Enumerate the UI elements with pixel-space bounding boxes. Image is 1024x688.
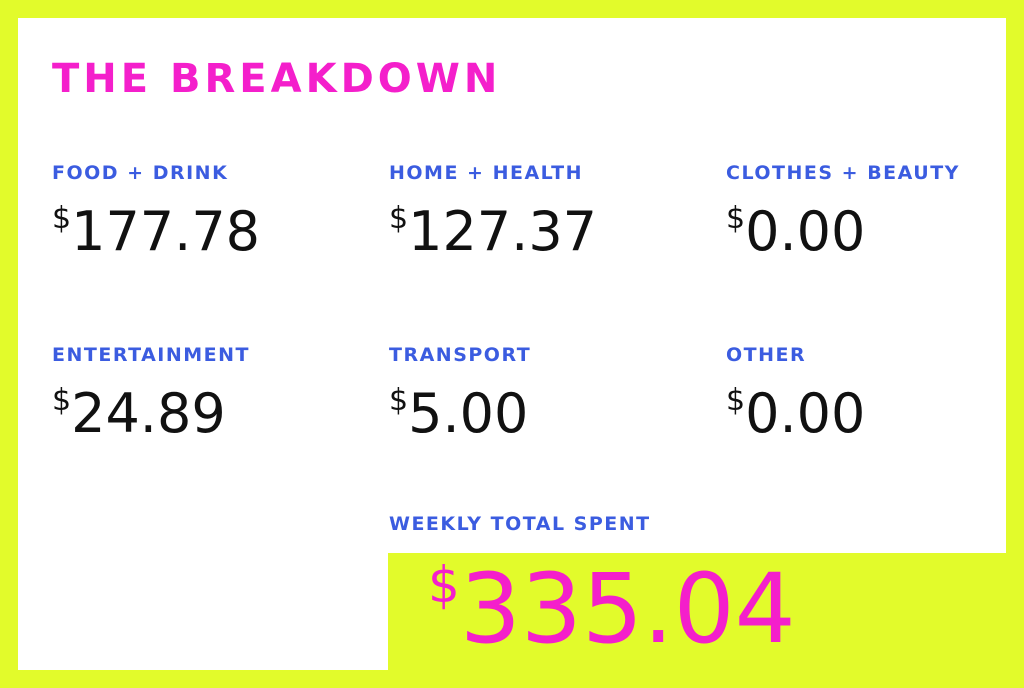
currency: $ <box>726 383 746 418</box>
category-amount: $24.89 <box>52 386 226 441</box>
category-label: TRANSPORT <box>389 344 532 366</box>
category-label: CLOTHES + BEAUTY <box>726 162 960 184</box>
currency: $ <box>389 201 409 236</box>
panel-top <box>18 18 1006 553</box>
amount-value: 0.00 <box>745 382 866 445</box>
amount-value: 0.00 <box>745 200 866 263</box>
category-amount: $127.37 <box>389 204 597 259</box>
currency: $ <box>52 383 72 418</box>
category-label: FOOD + DRINK <box>52 162 229 184</box>
category-amount: $0.00 <box>726 204 865 259</box>
title: THE BREAKDOWN <box>52 56 502 102</box>
total-currency: $ <box>428 556 460 614</box>
total-label: WEEKLY TOTAL SPENT <box>389 513 651 535</box>
amount-value: 5.00 <box>408 382 529 445</box>
category-label: OTHER <box>726 344 807 366</box>
amount-value: 177.78 <box>71 200 261 263</box>
category-amount: $5.00 <box>389 386 528 441</box>
currency: $ <box>389 383 409 418</box>
total-value: 335.04 <box>459 553 796 665</box>
amount-value: 127.37 <box>408 200 598 263</box>
category-label: HOME + HEALTH <box>389 162 583 184</box>
total-amount: $335.04 <box>428 560 796 657</box>
category-amount: $177.78 <box>52 204 260 259</box>
category-amount: $0.00 <box>726 386 865 441</box>
amount-value: 24.89 <box>71 382 226 445</box>
currency: $ <box>52 201 72 236</box>
panel-bottom <box>18 553 388 670</box>
currency: $ <box>726 201 746 236</box>
category-label: ENTERTAINMENT <box>52 344 251 366</box>
